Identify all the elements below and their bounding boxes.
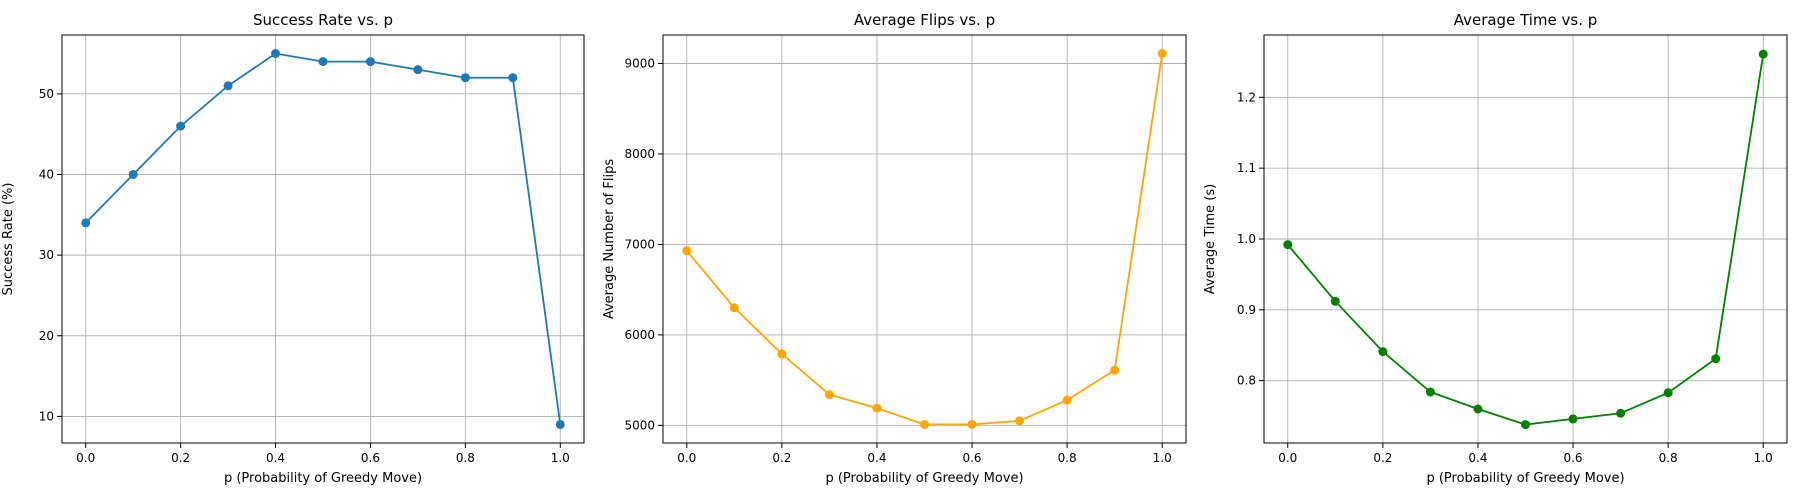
- y-tick-label: 7000: [624, 237, 655, 251]
- y-tick-label: 10: [39, 409, 54, 423]
- data-point: [176, 121, 186, 131]
- data-point: [1157, 49, 1167, 59]
- y-tick-label: 0.8: [1237, 374, 1256, 388]
- data-point: [413, 65, 423, 75]
- x-tick-label: 1.0: [1153, 451, 1172, 465]
- x-tick-label: 1.0: [1754, 451, 1773, 465]
- chart-title: Success Rate vs. p: [253, 11, 393, 29]
- x-tick-label: 0.4: [266, 451, 285, 465]
- data-point: [729, 303, 739, 313]
- data-point: [1473, 404, 1483, 414]
- y-tick-label: 0.9: [1237, 303, 1256, 317]
- series-line: [686, 53, 1164, 426]
- data-point: [777, 349, 787, 359]
- x-tick-label: 0.8: [1058, 451, 1077, 465]
- y-tick-label: 6000: [624, 328, 655, 342]
- x-tick-label: 0.6: [361, 451, 380, 465]
- data-point: [1758, 49, 1768, 59]
- plot-frame: [662, 34, 1187, 444]
- x-tick-label: 0.6: [1563, 451, 1582, 465]
- y-tick-label: 1.1: [1237, 161, 1256, 175]
- x-tick-label: 0.8: [456, 451, 475, 465]
- x-tick-label: 0.2: [1373, 451, 1392, 465]
- y-axis-label: Average Number of Flips: [602, 159, 617, 319]
- x-tick-label: 0.0: [76, 451, 95, 465]
- data-point: [1711, 354, 1721, 364]
- x-tick-label: 0.0: [1278, 451, 1297, 465]
- y-tick-label: 9000: [624, 56, 655, 70]
- y-axis-label: Success Rate (%): [1, 183, 16, 296]
- plot-frame: [61, 34, 585, 444]
- data-point: [1663, 388, 1673, 398]
- data-point: [1425, 387, 1435, 397]
- x-tick-label: 0.4: [1468, 451, 1487, 465]
- y-tick-label: 8000: [624, 147, 655, 161]
- y-tick-label: 20: [39, 329, 54, 343]
- data-point: [1378, 347, 1388, 357]
- chart-panel-1: 0.0 0.2 0.4 0.6 0.8 1.0 10 20 30 40 50 Success Rate…: [1, 11, 585, 486]
- data-point: [1015, 416, 1025, 426]
- y-tick-label: 50: [39, 87, 54, 101]
- data-point: [81, 218, 91, 228]
- data-point: [271, 49, 281, 59]
- x-axis-label: p (Probability of Greedy Move): [1426, 471, 1624, 486]
- data-point: [1330, 296, 1340, 306]
- data-point: [128, 169, 138, 179]
- series-line: [85, 52, 562, 425]
- chart-panel-2: 0.0 0.2 0.4 0.6 0.8 1.0 5000 6000 7000 8000 9000 Av…: [602, 11, 1187, 486]
- data-point: [1568, 414, 1578, 424]
- x-tick-label: 0.6: [962, 451, 981, 465]
- y-tick-label: 5000: [624, 418, 655, 432]
- chart-panel-3: 0.0 0.2 0.4 0.6 0.8 1.0 0.8 0.9 1.0 1.1 1.2 Average…: [1203, 11, 1788, 486]
- x-tick-label: 0.4: [867, 451, 886, 465]
- plot-frame: [1263, 34, 1788, 444]
- data-point: [318, 57, 328, 67]
- data-point: [1062, 395, 1072, 405]
- data-point: [508, 73, 518, 83]
- y-tick-label: 1.2: [1237, 90, 1256, 104]
- data-point: [365, 57, 375, 67]
- data-point: [967, 419, 977, 429]
- data-point: [824, 390, 834, 400]
- chart-title: Average Flips vs. p: [854, 11, 995, 29]
- x-tick-label: 0.2: [772, 451, 791, 465]
- data-point: [223, 81, 233, 91]
- data-point: [1521, 420, 1530, 430]
- data-point: [1283, 240, 1293, 250]
- x-axis-label: p (Probability of Greedy Move): [825, 471, 1023, 486]
- data-point: [555, 419, 565, 429]
- x-tick-label: 0.0: [677, 451, 696, 465]
- x-tick-label: 0.8: [1659, 451, 1678, 465]
- y-axis-label: Average Time (s): [1203, 184, 1218, 294]
- data-point: [1616, 408, 1626, 418]
- y-tick-label: 40: [39, 167, 54, 181]
- data-point: [920, 419, 929, 429]
- data-point: [460, 73, 470, 83]
- x-tick-label: 1.0: [551, 451, 570, 465]
- y-tick-label: 1.0: [1237, 232, 1256, 246]
- chart-title: Average Time vs. p: [1454, 11, 1598, 29]
- data-point: [872, 403, 882, 413]
- x-tick-label: 0.2: [171, 451, 190, 465]
- x-axis-label: p (Probability of Greedy Move): [224, 471, 422, 486]
- y-tick-label: 30: [39, 248, 54, 262]
- data-point: [1110, 365, 1120, 375]
- data-point: [682, 246, 692, 256]
